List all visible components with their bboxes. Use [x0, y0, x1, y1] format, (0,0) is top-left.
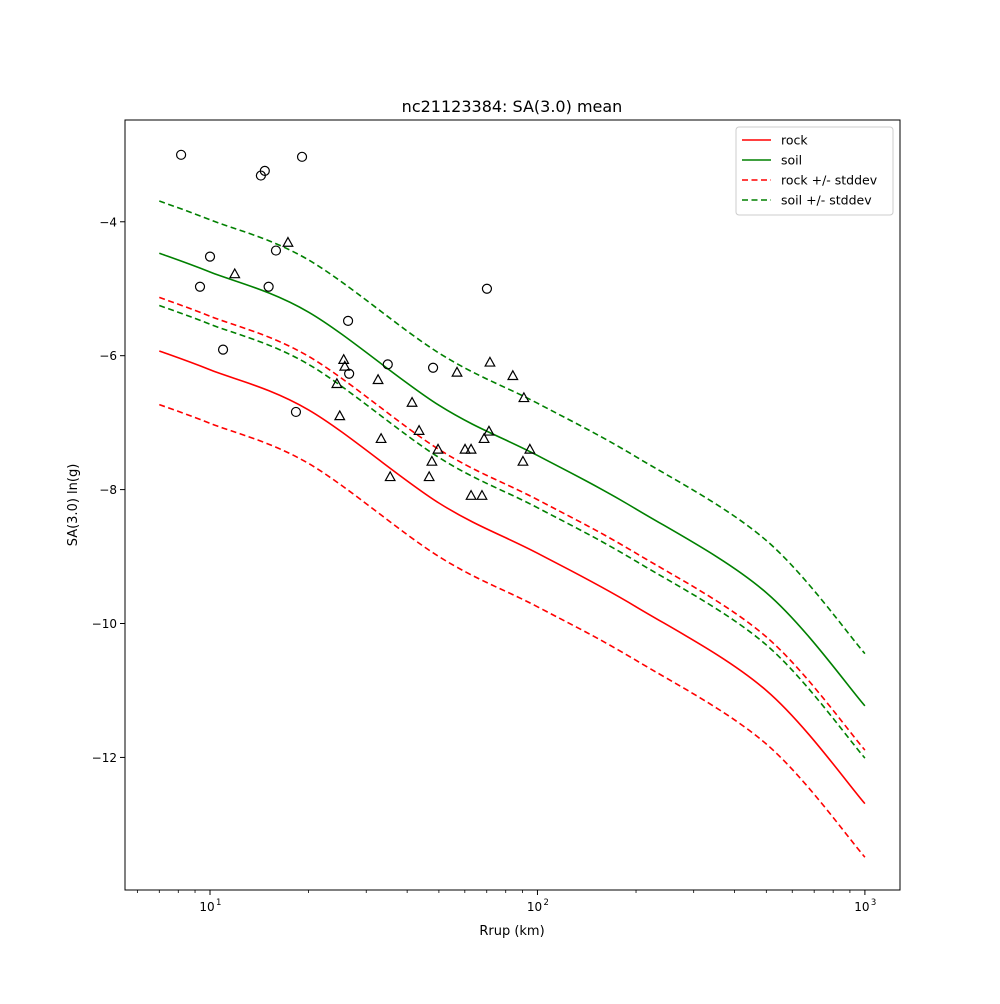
chart-title: nc21123384: SA(3.0) mean [402, 97, 623, 116]
y-tick-label: −8 [99, 483, 117, 497]
data-point-triangle [384, 470, 396, 482]
legend-box [735, 126, 894, 216]
data-point-circle [194, 281, 206, 292]
plot-frame [124, 119, 901, 891]
y-tick-label: −10 [92, 617, 117, 631]
data-point-triangle [432, 443, 444, 454]
data-point-circle [481, 283, 493, 294]
legend-label: rock [781, 133, 808, 148]
data-point-triangle [465, 489, 477, 500]
data-point-triangle [423, 470, 435, 482]
data-point-circle [217, 344, 229, 355]
data-point-triangle [228, 267, 241, 279]
data-point-triangle [406, 396, 418, 407]
series-line-soil-stddev-4 [159, 200, 866, 655]
data-point-triangle [426, 455, 438, 466]
data-point-circle [296, 151, 308, 162]
legend-label: soil [781, 153, 802, 168]
data-point-triangle [372, 373, 384, 385]
data-point-triangle [465, 443, 477, 454]
data-point-triangle [375, 432, 387, 444]
data-point-triangle [337, 353, 350, 365]
x-tick-exponent: 1 [216, 898, 221, 908]
x-tick-label: 10 [854, 900, 869, 914]
series-line-rock-0 [159, 350, 866, 805]
x-tick-label: 10 [199, 900, 214, 914]
series-line-rock-stddev-2 [159, 296, 866, 751]
y-tick-label: −4 [99, 215, 117, 229]
data-point-triangle [524, 443, 536, 454]
x-axis-label: Rrup (km) [479, 924, 544, 939]
y-tick-label: −12 [92, 751, 117, 765]
data-point-triangle [331, 377, 343, 389]
data-point-circle [427, 362, 439, 373]
x-tick-exponent: 2 [543, 898, 548, 908]
legend: rock soil rock +/- stddev soil +/- stddev [735, 126, 894, 216]
data-point-triangle [413, 424, 425, 435]
x-tick-label: 10 [527, 900, 542, 914]
data-point-triangle [282, 236, 294, 247]
data-point-circle [270, 245, 282, 256]
data-point-circle [263, 281, 274, 292]
data-point-triangle [484, 356, 496, 367]
data-point-triangle [459, 443, 471, 454]
data-point-triangle [476, 489, 488, 500]
data-point-circle [255, 170, 266, 181]
data-point-circle [175, 149, 187, 160]
y-axis-label: SA(3.0) ln(g) [66, 464, 81, 547]
data-point-triangle [507, 369, 519, 381]
legend-label: soil +/- stddev [781, 193, 872, 208]
data-point-triangle [478, 432, 490, 444]
data-point-circle [382, 359, 393, 370]
series-line-soil-1 [159, 252, 866, 707]
data-point-triangle [518, 391, 530, 403]
y-tick-label: −6 [99, 349, 117, 363]
data-point-triangle [517, 455, 529, 466]
series-line-rock-stddev-3 [159, 403, 866, 858]
legend-label: rock +/- stddev [781, 173, 878, 188]
series-line-soil-stddev-5 [159, 304, 866, 759]
x-tick-exponent: 3 [871, 898, 876, 908]
data-point-circle [342, 315, 354, 326]
data-point-triangle [338, 360, 351, 371]
data-point-triangle [451, 366, 463, 377]
data-point-circle [204, 251, 216, 262]
data-point-circle [290, 406, 302, 418]
data-point-triangle [483, 425, 495, 436]
data-point-triangle [333, 409, 346, 421]
